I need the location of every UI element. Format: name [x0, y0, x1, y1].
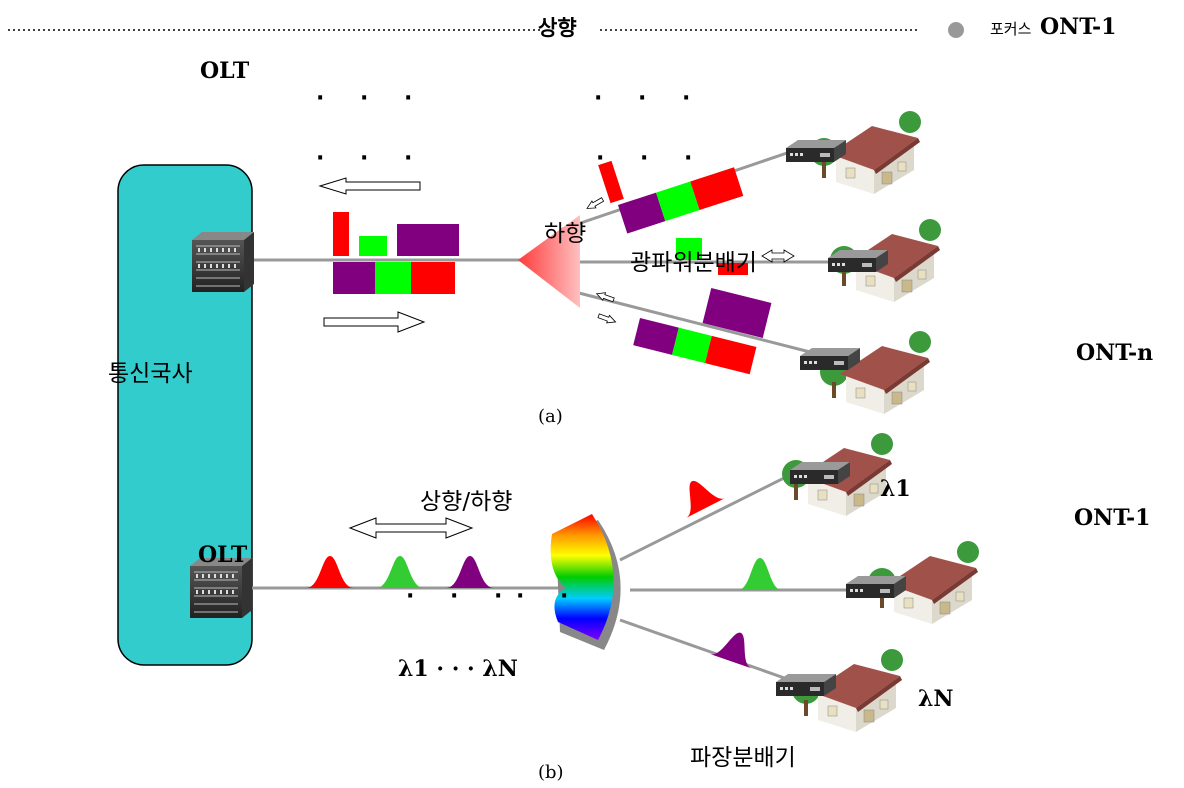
ont-device-icon	[800, 348, 860, 370]
a-branch1-burst-red	[598, 160, 624, 204]
ont-device-icon	[776, 674, 836, 696]
upstream-header-label: 상향	[538, 16, 577, 40]
b-olt-label: OLT	[198, 542, 248, 568]
a-dots-3: · · ·	[316, 146, 427, 171]
lambda-range-label: λ1 · · · λN	[398, 656, 518, 682]
olt-device-icon	[191, 231, 255, 293]
gaussian-pulse-icon	[446, 556, 494, 588]
ont-device-icon	[828, 250, 888, 272]
double-arrow-icon	[595, 292, 615, 303]
gaussian-pulse-icon	[306, 556, 354, 588]
b-branch-fiber-3	[619, 618, 791, 682]
downstream-label: 하향	[544, 221, 587, 247]
wavelength-demux-label: 파장분배기	[690, 745, 796, 771]
a-branch3-frames	[633, 318, 757, 375]
header-bullet-icon	[948, 22, 964, 38]
focus-prefix-label: 포커스	[990, 20, 1032, 38]
a-downstream-frame-purple	[333, 262, 375, 294]
a-dots-2: · · ·	[594, 86, 705, 111]
lambda-n-label: λN	[918, 686, 954, 712]
wavelength-demux-icon	[550, 514, 614, 640]
b-ont-1-label: ONT-1	[1074, 505, 1151, 531]
focus-ont-label: ONT-1	[1040, 14, 1117, 40]
house-icon	[819, 330, 932, 415]
caption-b: (b)	[538, 762, 564, 783]
gaussian-pulse-icon	[710, 632, 752, 669]
a-upstream-burst-purple	[397, 224, 459, 256]
central-office-label: 통신국사	[108, 361, 193, 387]
b-dots-1: · · ·	[406, 584, 517, 609]
gaussian-pulse-icon	[686, 481, 726, 518]
caption-a: (a)	[538, 406, 563, 427]
double-arrow-icon	[761, 249, 795, 263]
a-upstream-burst-green	[359, 236, 387, 256]
a-branch2-frame-red	[718, 263, 748, 275]
ont-device-icon	[786, 140, 846, 162]
double-arrow-icon	[586, 197, 605, 209]
a-downstream-frame-red	[411, 262, 455, 294]
double-arrow-icon	[348, 517, 474, 539]
ont-n-label: ONT-n	[1076, 340, 1154, 366]
ont-device-icon	[790, 462, 850, 484]
b-branch-fiber-1	[619, 468, 801, 562]
a-branch-fiber-3	[574, 290, 811, 354]
arrow-right-icon	[323, 311, 426, 333]
a-dots-1: · · ·	[316, 86, 427, 111]
updown-label: 상향/하향	[420, 489, 513, 515]
a-branch3-burst-purple	[702, 288, 772, 338]
double-arrow-icon	[597, 313, 617, 324]
lambda-1-label: λ1	[880, 476, 911, 502]
arrow-left-icon	[318, 177, 421, 195]
ont-device-icon	[846, 576, 906, 598]
a-upstream-burst-red	[333, 212, 349, 256]
a-branch1-frames	[618, 167, 744, 234]
gaussian-pulse-icon	[376, 556, 424, 588]
a-olt-label: OLT	[200, 58, 250, 84]
gaussian-pulse-icon	[738, 558, 782, 590]
a-dots-4: · · ·	[596, 146, 707, 171]
a-downstream-frame-green	[375, 262, 411, 294]
b-dots-2: · ·	[516, 584, 583, 609]
splitter-icon	[518, 215, 580, 308]
optical-splitter-label: 광파워분배기	[630, 250, 757, 276]
a-branch2-burst-green	[676, 238, 702, 260]
